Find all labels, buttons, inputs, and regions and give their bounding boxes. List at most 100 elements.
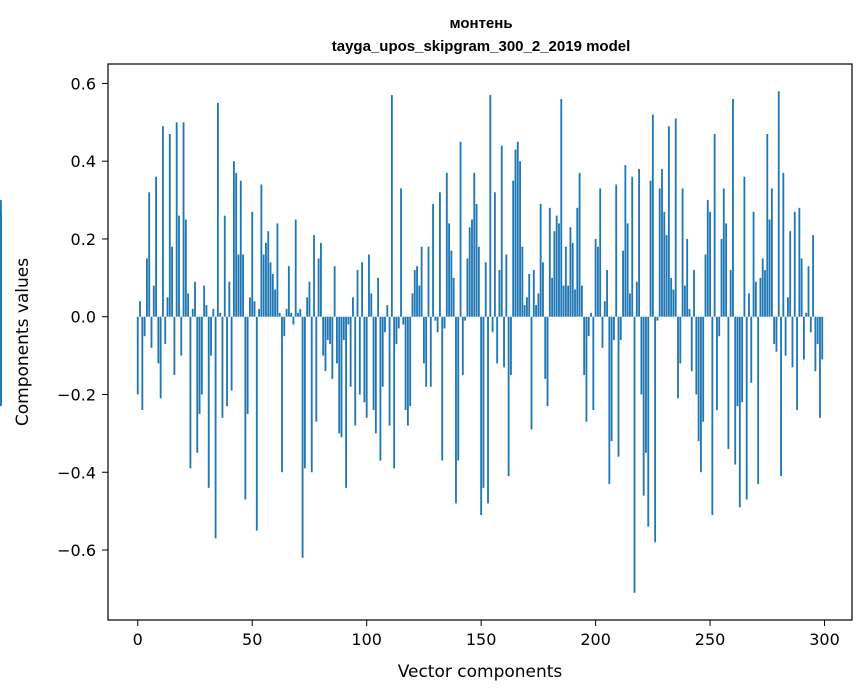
bar <box>736 316 739 407</box>
bar <box>216 102 219 317</box>
bar <box>143 316 146 337</box>
bar <box>306 297 309 317</box>
bar <box>251 211 254 317</box>
bar <box>310 316 313 473</box>
bar <box>683 285 686 317</box>
bar <box>290 312 293 317</box>
bar <box>791 316 794 368</box>
bar <box>509 316 512 376</box>
bar <box>793 211 796 317</box>
bar <box>379 316 382 461</box>
bar <box>523 305 526 317</box>
bar <box>239 180 242 317</box>
bar <box>352 297 354 317</box>
bar <box>722 188 725 317</box>
bar <box>661 168 663 317</box>
bar <box>789 231 792 317</box>
bar <box>642 316 645 496</box>
bar <box>0 211 2 317</box>
bar <box>475 203 478 317</box>
bar <box>503 316 505 368</box>
bar <box>361 262 364 317</box>
bar <box>205 305 208 317</box>
bar <box>603 301 606 317</box>
bar <box>308 281 311 317</box>
bar <box>548 207 551 317</box>
bar <box>411 293 414 317</box>
bar <box>480 316 483 516</box>
bar <box>729 270 732 317</box>
bar <box>281 316 283 473</box>
bar <box>274 289 277 317</box>
bar <box>613 316 615 341</box>
bar <box>455 316 457 504</box>
bar <box>658 188 661 317</box>
bar <box>786 297 789 317</box>
bar <box>276 223 279 317</box>
bar <box>207 316 210 488</box>
bar <box>725 223 728 317</box>
bar <box>322 316 325 356</box>
bar <box>677 316 679 399</box>
bar <box>750 316 753 383</box>
bar <box>271 273 274 317</box>
bar <box>784 316 787 356</box>
bar <box>374 316 377 434</box>
bar <box>189 316 192 469</box>
bar <box>297 312 299 317</box>
bar <box>564 246 567 317</box>
bar <box>567 285 570 317</box>
bar <box>265 242 267 317</box>
bar <box>741 316 744 403</box>
bar <box>507 316 510 477</box>
bar <box>283 316 286 337</box>
bar <box>629 293 631 317</box>
bar <box>759 277 762 317</box>
bar <box>587 316 590 337</box>
bar <box>434 316 437 321</box>
bar <box>363 316 366 403</box>
bar <box>635 281 638 317</box>
bar <box>155 176 157 317</box>
bar <box>457 316 460 461</box>
bar <box>798 207 801 317</box>
bar <box>590 312 592 317</box>
bar <box>223 215 226 317</box>
bar <box>166 297 169 317</box>
bar <box>340 316 343 438</box>
bar <box>347 316 350 325</box>
bar <box>805 312 808 317</box>
bar <box>372 316 375 411</box>
bar <box>482 316 485 488</box>
bar <box>260 184 263 317</box>
bar <box>695 316 698 395</box>
bar <box>496 316 499 364</box>
bar <box>436 316 439 333</box>
y-tick-label: 0.0 <box>71 308 96 327</box>
bar <box>706 200 709 317</box>
bar <box>748 293 750 317</box>
bar <box>196 316 199 453</box>
bar <box>466 258 469 317</box>
bar <box>647 316 650 527</box>
bar <box>487 316 489 504</box>
bar <box>365 316 368 418</box>
bar <box>803 316 805 360</box>
bar <box>432 203 434 317</box>
bar <box>690 316 693 372</box>
plot-frame <box>107 63 853 621</box>
bar <box>441 316 444 461</box>
bar <box>537 293 540 317</box>
bar <box>599 188 602 317</box>
bar <box>212 308 215 317</box>
bar <box>679 316 682 364</box>
bar <box>645 316 647 453</box>
bar <box>631 176 634 317</box>
bar <box>468 227 471 317</box>
bar <box>560 98 563 317</box>
bar <box>319 242 322 317</box>
bar <box>640 316 643 395</box>
bar <box>530 316 533 430</box>
bar <box>342 316 345 341</box>
bar <box>608 316 611 484</box>
